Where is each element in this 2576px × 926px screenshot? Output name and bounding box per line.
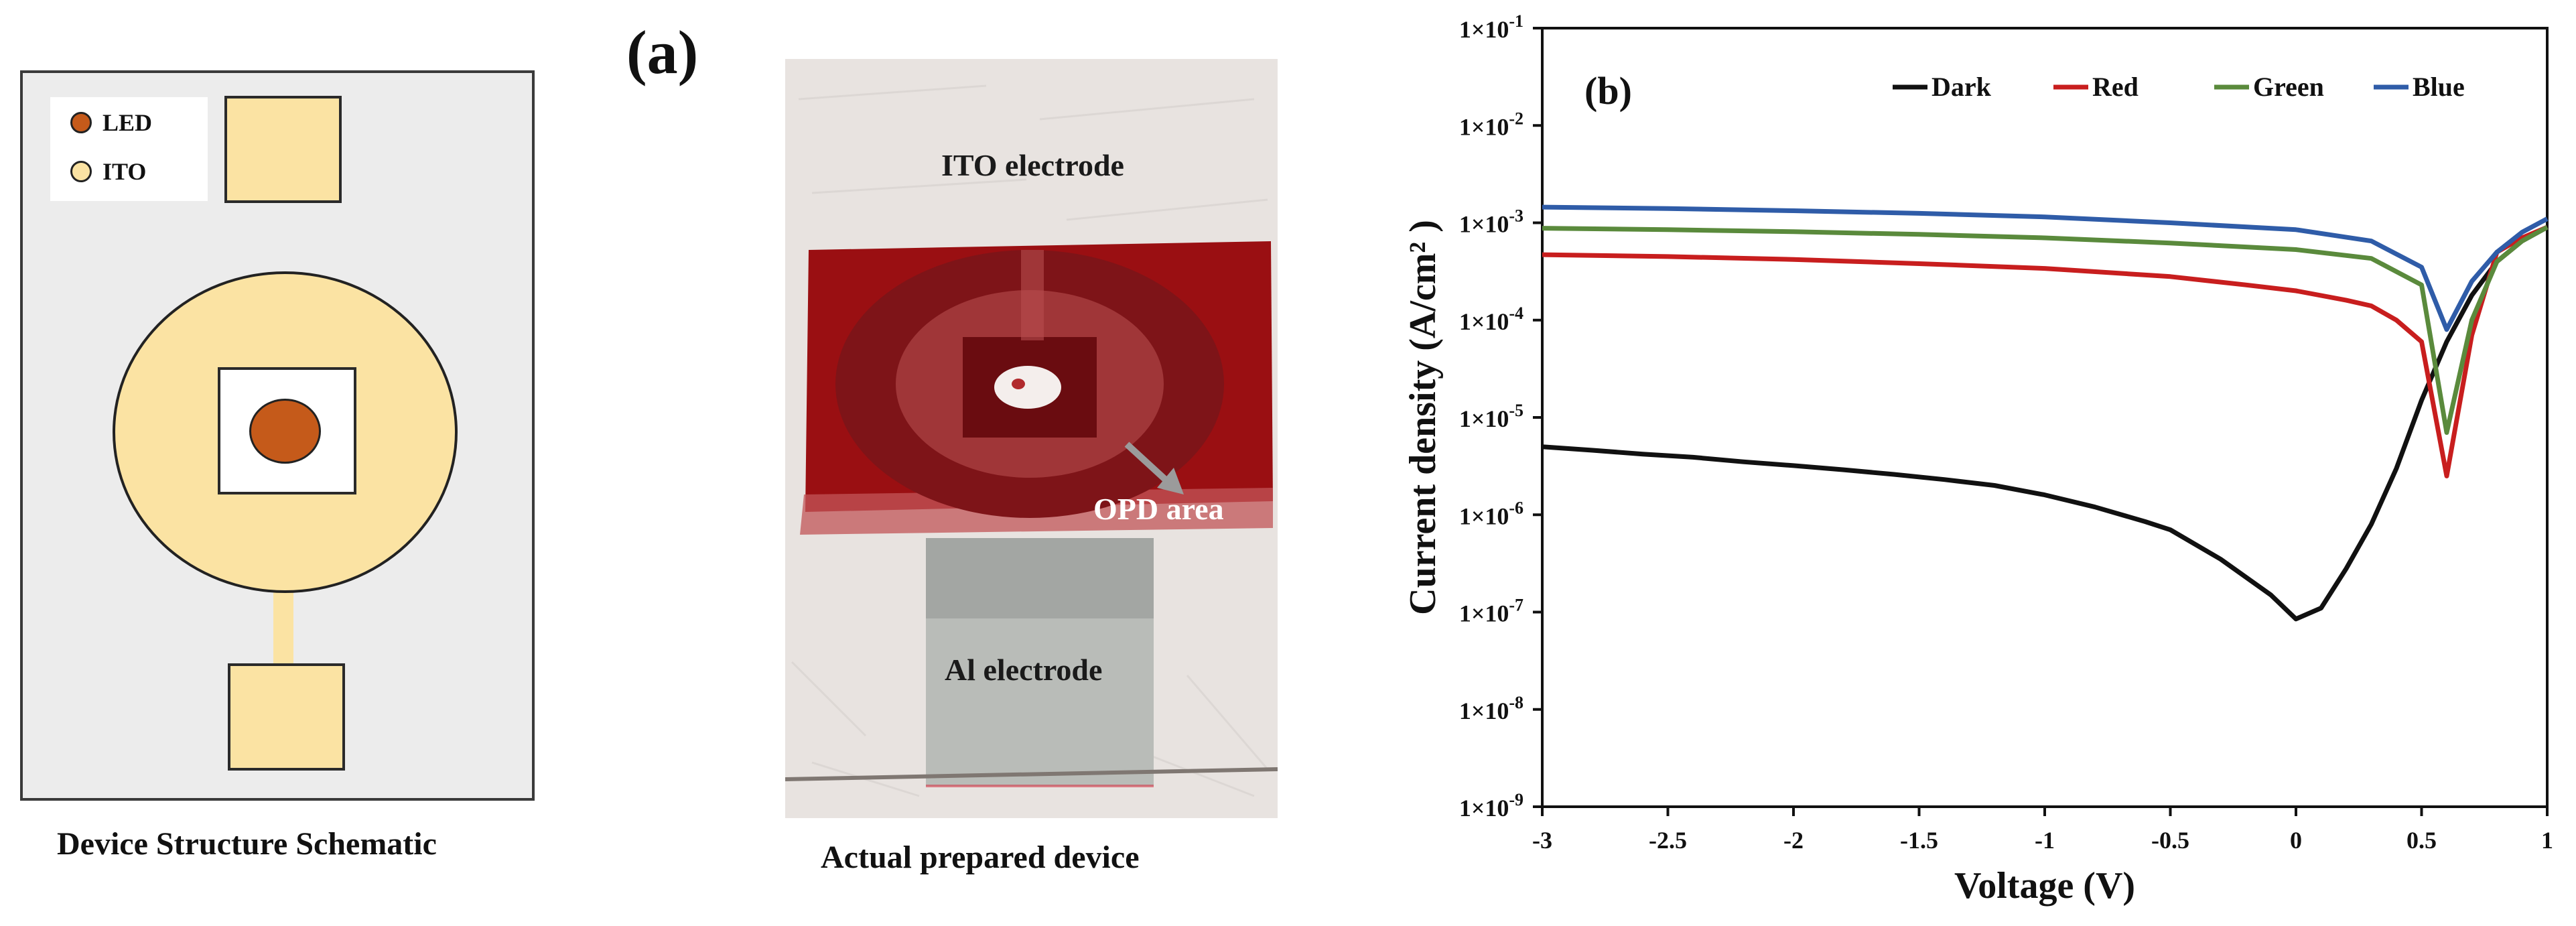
x-tick-label: -1 [2035,827,2055,854]
y-tick-label: 1×10-9 [1459,790,1523,821]
schematic-legend: LED ITO [50,97,208,201]
y-tick-label: 1×10-6 [1459,498,1523,529]
ito-electrode-label: ITO electrode [941,148,1124,182]
x-tick-label: -2 [1783,827,1804,854]
top-ito-pad [224,96,342,203]
series-green-line [1542,225,2549,435]
led-dot [249,399,321,464]
x-tick-label: 1 [2541,827,2553,854]
ito-legend-label: ITO [103,158,147,185]
y-tick-label: 1×10-1 [1459,11,1523,43]
y-tick-label: 1×10-8 [1459,693,1523,724]
y-tick-label: 1×10-7 [1459,596,1523,627]
x-tick-label: 0.5 [2406,827,2437,854]
ito-legend-swatch [70,161,92,182]
led-legend-label: LED [103,109,153,136]
panel-a-label: (a) [626,18,699,86]
opd-area-label: OPD area [1093,492,1224,526]
series-red-line [1542,224,2549,478]
panel-b-label: (b) [1584,69,1632,113]
device-photo: ITO electrode OPD area Al electrode [785,59,1278,818]
x-tick-label: -1.5 [1900,827,1938,854]
legend-label-red: Red [2092,72,2139,102]
y-tick-label: 1×10-4 [1459,304,1523,335]
led-legend-swatch [70,112,92,133]
series-blue-line [1542,204,2549,332]
series-dark-line [1542,225,2549,622]
y-axis-title: Current density (A/cm² ) [1402,220,1444,615]
jv-chart: -3 -2.5 -2 -1.5 -1 -0.5 0 0.5 1 1×10-9 1×10-8 1×10-… [1402,11,2553,907]
x-tick-label: -0.5 [2151,827,2189,854]
al-electrode-label: Al electrode [945,653,1103,687]
x-tick-label: -2.5 [1649,827,1687,854]
x-tick-label: 0 [2290,827,2302,854]
legend-label-dark: Dark [1931,72,1992,102]
photo-caption: Actual prepared device [821,840,1140,875]
legend-label-green: Green [2253,72,2324,102]
y-tick-label: 1×10-5 [1459,401,1523,432]
schematic-caption: Device Structure Schematic [57,826,437,862]
bottom-ito-pad [228,663,345,771]
x-tick-label: -3 [1532,827,1552,854]
legend-label-blue: Blue [2413,72,2465,102]
photo-illustration [785,59,1278,818]
plot-frame [1541,27,2549,808]
x-axis-title: Voltage (V) [1954,865,2135,907]
y-tick-label: 1×10-3 [1459,206,1523,238]
y-tick-label: 1×10-2 [1459,109,1523,140]
